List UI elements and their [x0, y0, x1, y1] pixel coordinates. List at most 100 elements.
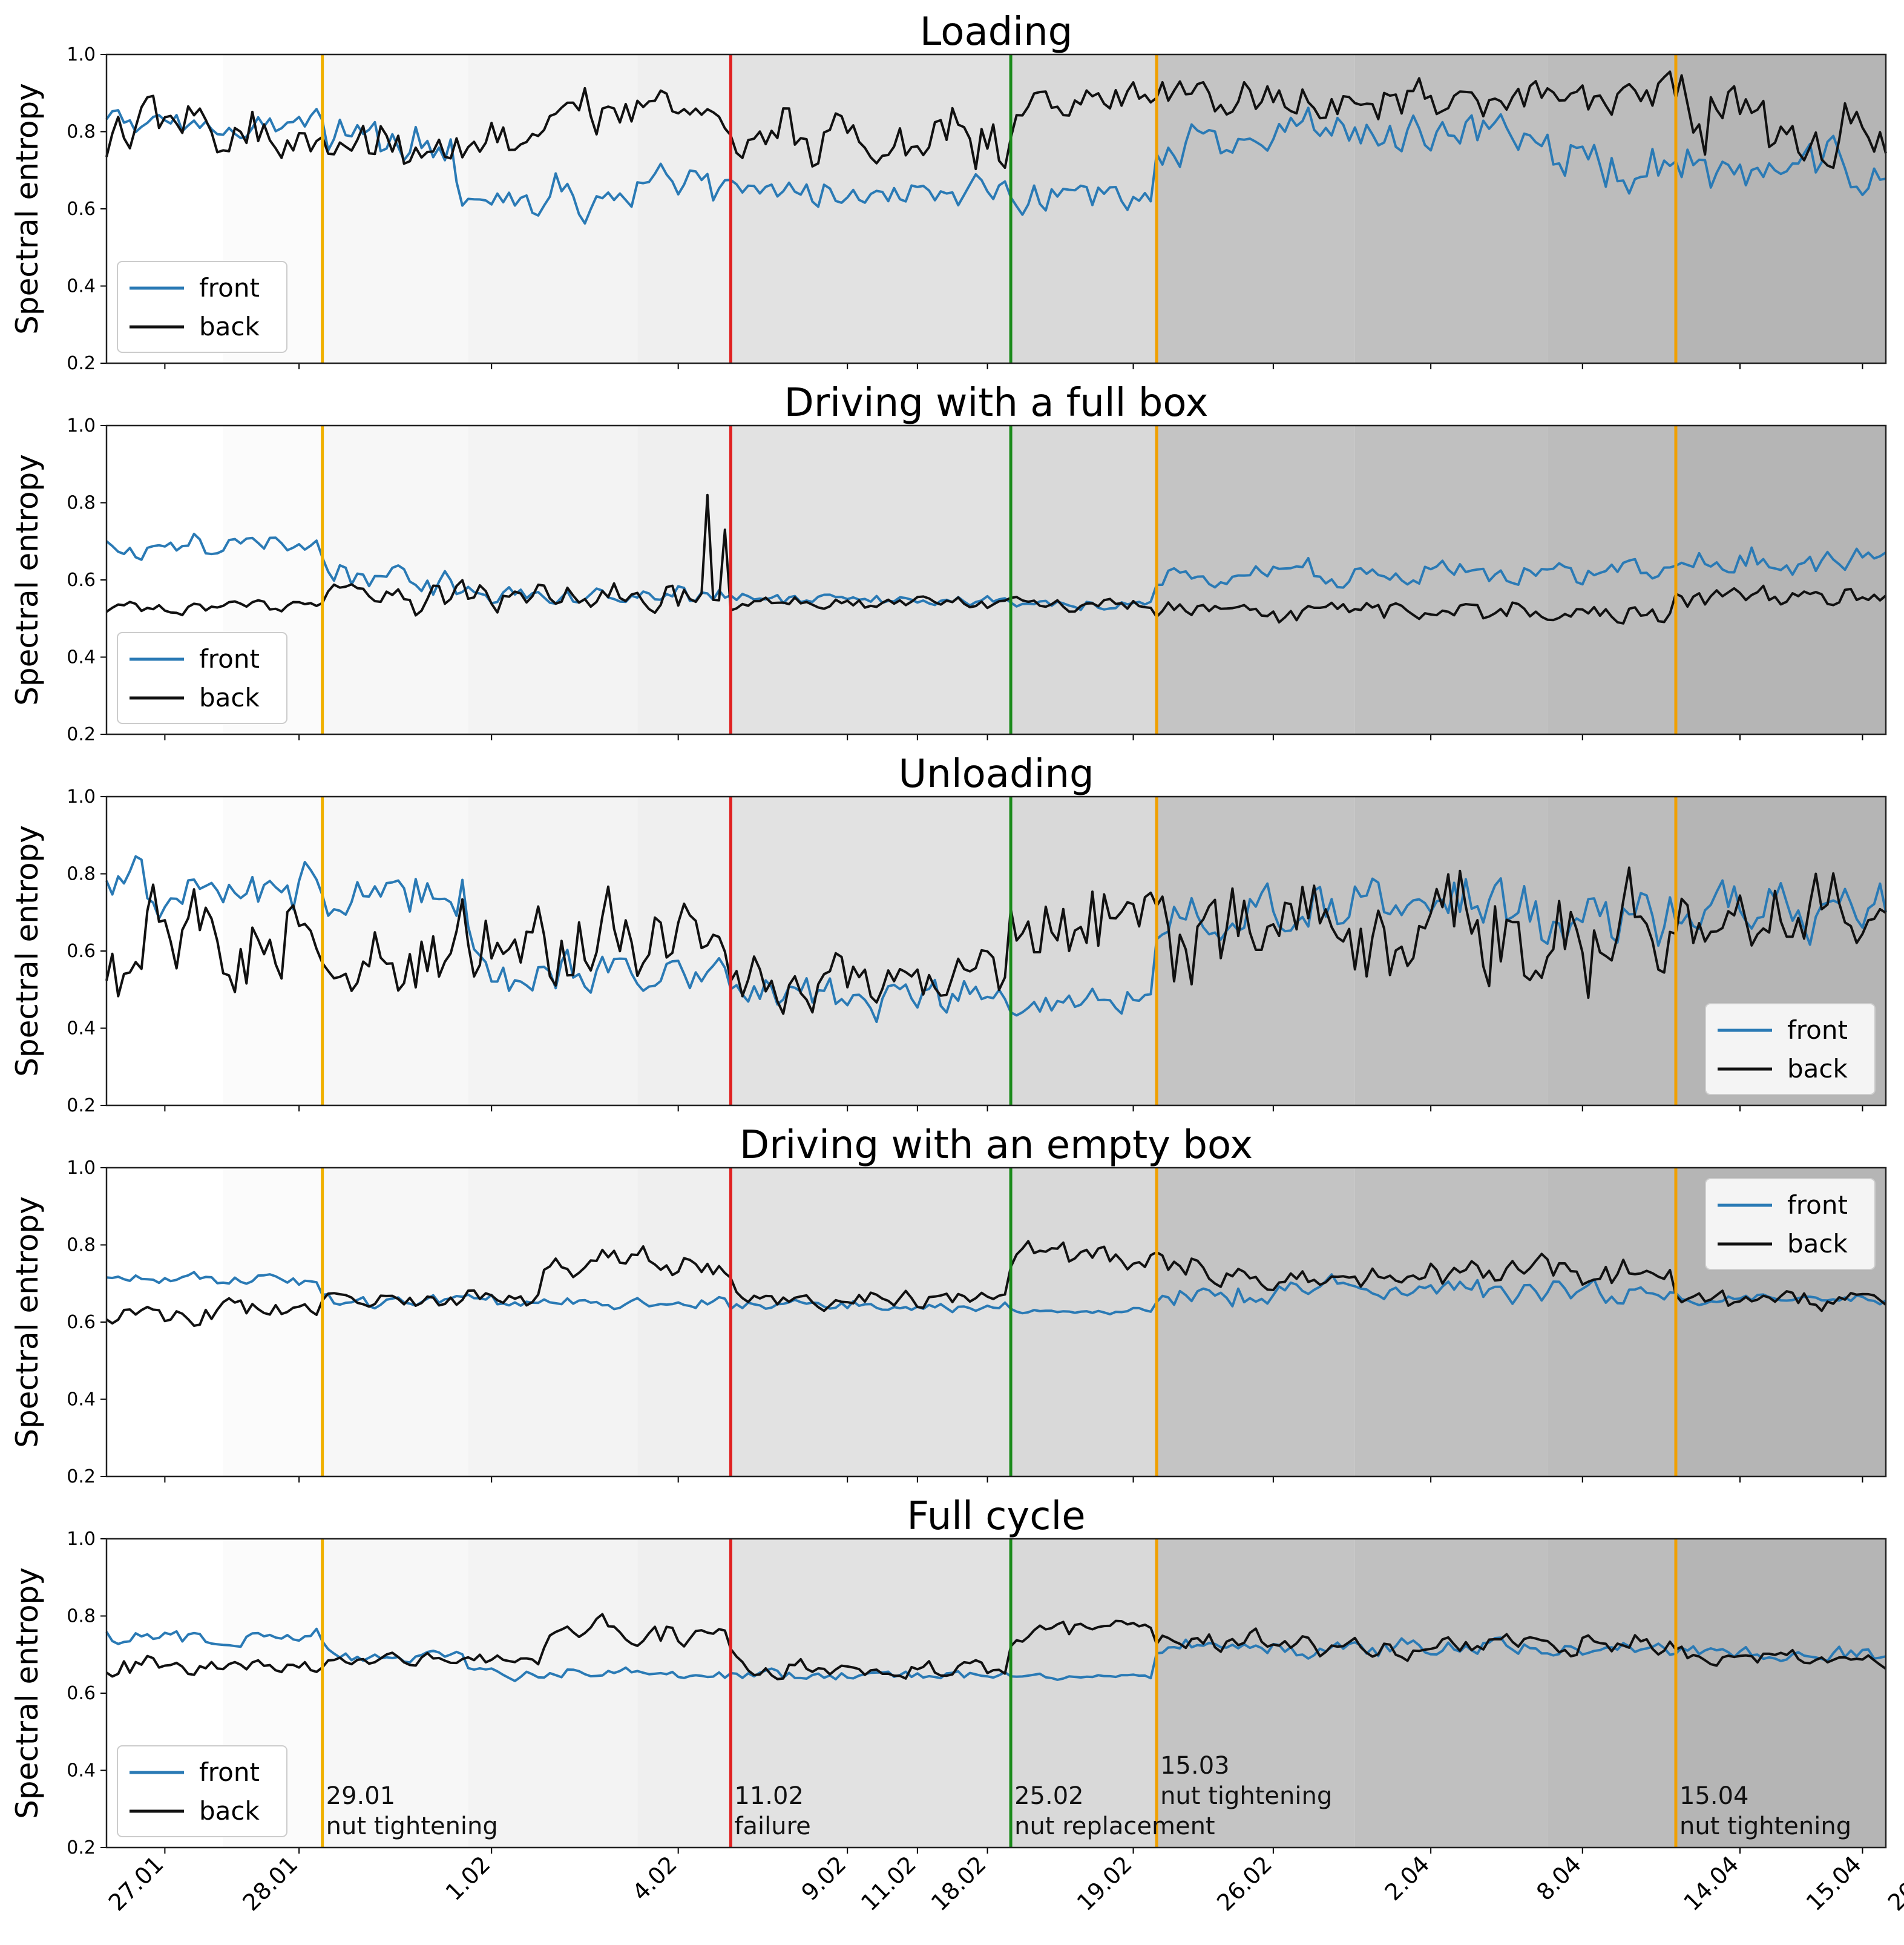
plot-frame [105, 795, 1887, 1107]
y-tick-label: 0.2 [67, 353, 96, 374]
x-tick-label: 15.04 [1801, 1851, 1866, 1916]
x-tick-label: 28.01 [237, 1851, 303, 1916]
y-tick-label: 0.2 [67, 1466, 96, 1487]
legend: front back [1705, 1178, 1876, 1270]
background-band [1354, 1168, 1548, 1476]
panel-2: Driving with a full box Spectral entropy 0… [10, 381, 1887, 745]
y-tick-label: 0.6 [67, 1683, 96, 1704]
event-annotation-description: nut tightening [326, 1812, 498, 1840]
event-annotation-date: 11.02 [734, 1782, 804, 1810]
background-band [1011, 797, 1157, 1105]
event-annotation-date: 29.01 [326, 1782, 396, 1810]
panel-1: Loading Spectral entropy 0.2 0.4 0.6 0.8 1.0 fr… [10, 10, 1887, 374]
background-band [1547, 1539, 1676, 1848]
background-band [1354, 426, 1548, 734]
background-band [1675, 1539, 1886, 1848]
background-band [1157, 426, 1355, 734]
y-tick-label: 0.2 [67, 1095, 96, 1116]
event-annotation-description: nut tightening [1160, 1782, 1332, 1810]
panel-title: Driving with a full box [784, 381, 1209, 426]
event-annotation-description: failure [734, 1812, 810, 1840]
background-band [1157, 1539, 1355, 1848]
x-tick-label: 4.02 [627, 1851, 682, 1906]
legend: front back [117, 1745, 287, 1837]
y-tick-label: 1.0 [67, 44, 96, 65]
background-band [637, 1168, 731, 1476]
legend-box [117, 632, 287, 724]
background-band [637, 54, 731, 363]
background-band [637, 1539, 731, 1848]
y-tick-label: 0.6 [67, 570, 96, 591]
background-band [1675, 54, 1886, 363]
event-annotation-date: 15.03 [1160, 1752, 1230, 1780]
background-band [468, 54, 638, 363]
legend-box [1705, 1178, 1876, 1270]
y-tick-label: 1.0 [67, 415, 96, 436]
series-back-line [105, 70, 1887, 171]
y-tick-label: 0.8 [67, 493, 96, 514]
panel-3: Unloading Spectral entropy 0.2 0.4 0.6 0.8 1.0… [10, 752, 1887, 1116]
x-tick-label: 26.02 [1212, 1851, 1277, 1916]
background-band [107, 797, 223, 1105]
panel-title: Unloading [898, 752, 1094, 797]
background-band [322, 54, 468, 363]
y-tick-label: 0.4 [67, 1018, 96, 1039]
legend-label-back: back [199, 312, 260, 341]
background-band [1547, 1168, 1676, 1476]
y-axis-label: Spectral entropy [10, 454, 45, 706]
y-tick-label: 0.8 [67, 864, 96, 885]
background-band [322, 1539, 468, 1848]
legend-label-front: front [1787, 1190, 1848, 1220]
x-tick-label: 14.04 [1678, 1851, 1744, 1916]
series-back-line [105, 866, 1887, 1015]
y-axis-label: Spectral entropy [10, 825, 45, 1077]
background-band [637, 797, 731, 1105]
x-tick-label: 1.02 [441, 1851, 496, 1906]
background-band [1547, 54, 1676, 363]
y-axis-label: Spectral entropy [10, 1567, 45, 1819]
background-band [468, 426, 638, 734]
legend: front back [117, 632, 287, 724]
background-band [468, 1168, 638, 1476]
legend: front back [117, 261, 287, 353]
plot-frame [105, 1538, 1887, 1849]
legend-label-back: back [199, 683, 260, 713]
background-band [1547, 797, 1676, 1105]
legend-label-back: back [1787, 1054, 1848, 1084]
y-tick-label: 1.0 [67, 786, 96, 808]
legend-label-back: back [1787, 1229, 1848, 1259]
series-back-line [105, 1240, 1887, 1327]
x-tick-label: 18.02 [926, 1851, 991, 1916]
y-tick-label: 0.8 [67, 1235, 96, 1256]
panel-5: Full cycle Spectral entropy 0.2 0.4 0.6 0.8 1.… [10, 1494, 1904, 1916]
event-annotation-date: 25.02 [1014, 1782, 1084, 1810]
background-band [468, 1539, 638, 1848]
x-tick-label: 2.04 [1380, 1851, 1435, 1906]
background-band [1354, 1539, 1548, 1848]
panel-4: Driving with an empty box Spectral entrop… [10, 1123, 1887, 1487]
panel-title: Driving with an empty box [740, 1123, 1253, 1168]
background-band [730, 426, 1011, 734]
legend-box [1705, 1003, 1876, 1095]
y-tick-label: 0.8 [67, 1606, 96, 1627]
y-tick-label: 0.2 [67, 1837, 96, 1858]
y-tick-label: 0.2 [67, 724, 96, 745]
background-band [223, 1168, 323, 1476]
x-tick-label: 20.04 [1883, 1851, 1904, 1916]
y-tick-label: 0.8 [67, 122, 96, 143]
legend-label-front: front [199, 644, 260, 674]
event-annotation-date: 15.04 [1679, 1782, 1749, 1810]
background-band [1675, 426, 1886, 734]
y-tick-label: 1.0 [67, 1157, 96, 1179]
legend-box [117, 1745, 287, 1837]
x-tick-label: 19.02 [1072, 1851, 1137, 1916]
background-band [730, 54, 1011, 363]
x-tick-label: 9.02 [796, 1851, 852, 1906]
background-band [730, 1168, 1011, 1476]
background-band [322, 797, 468, 1105]
x-tick-label: 8.04 [1531, 1851, 1586, 1906]
x-tick-label: 27.01 [103, 1851, 169, 1916]
y-tick-label: 1.0 [67, 1529, 96, 1550]
y-axis-label: Spectral entropy [10, 83, 45, 335]
background-band [1011, 1539, 1157, 1848]
